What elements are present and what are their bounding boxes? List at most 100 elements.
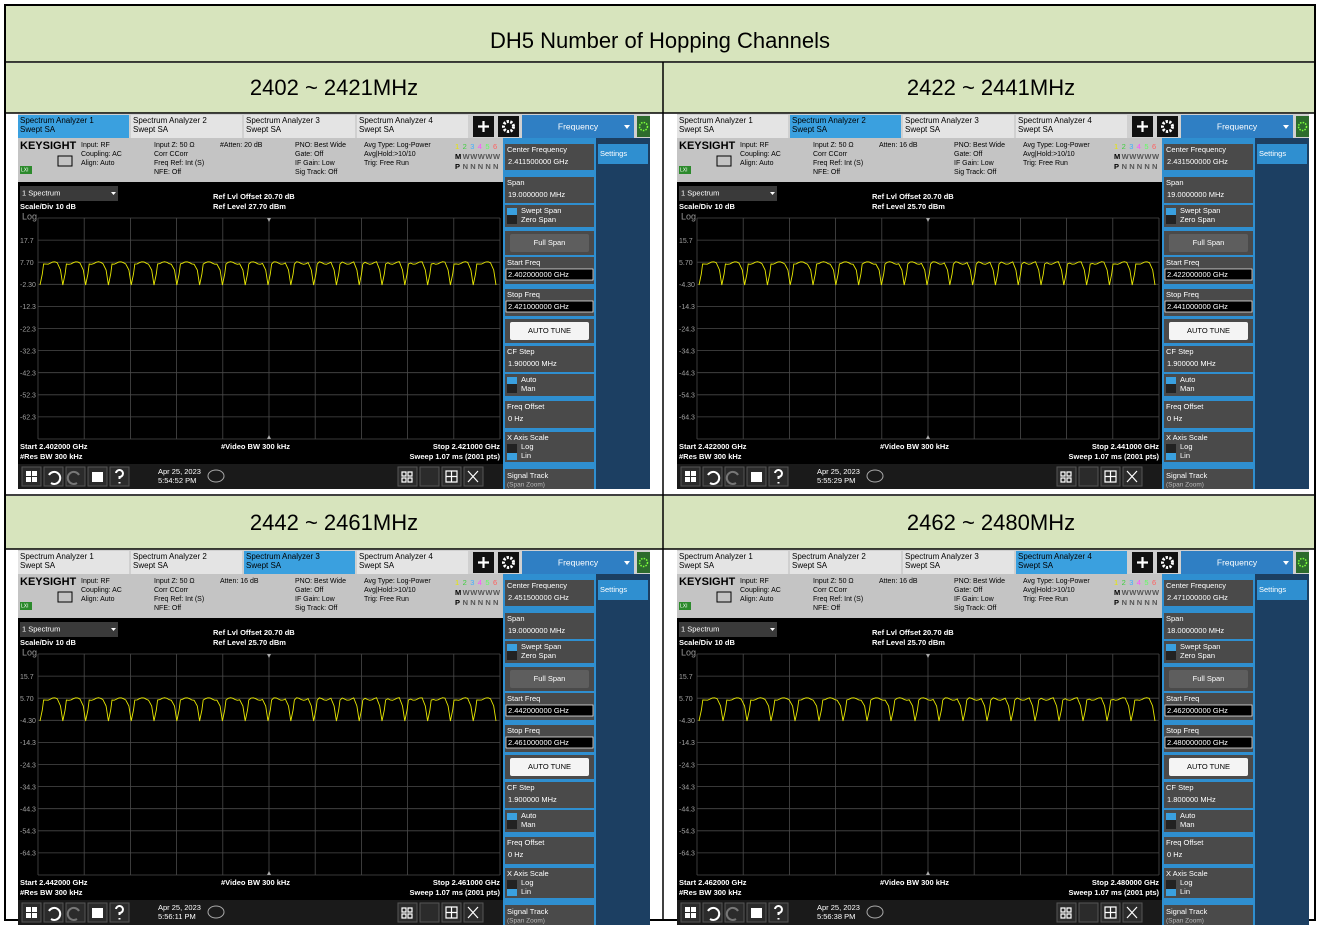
settings-column: [596, 138, 650, 489]
y-axis-label: -64.3: [20, 851, 36, 858]
time: 5:56:11 PM: [158, 912, 196, 921]
trace-indicator: M: [455, 588, 461, 597]
ref-level: Ref Level 25.70 dBm: [872, 638, 945, 647]
instrument-setting: Corr CCorr: [813, 587, 848, 594]
y-axis-label: -12.3: [20, 304, 36, 311]
settings-label: Settings: [600, 585, 627, 594]
instrument-setting: Input Z: 50 Ω: [154, 142, 195, 149]
analyzer-screen: Spectrum Analyzer 1Swept SASpectrum Anal…: [677, 550, 1309, 925]
tab-label: Swept SA: [20, 561, 56, 570]
brand: KEYSIGHT: [679, 140, 736, 152]
date: Apr 25, 2023: [158, 903, 201, 912]
brand: KEYSIGHT: [679, 576, 736, 588]
button-label: Full Span: [1193, 674, 1225, 683]
tab-label: Swept SA: [1018, 561, 1054, 570]
trace-indicator: W: [1152, 588, 1160, 597]
graph-area: [677, 182, 1162, 464]
y-axis-label: 5.70: [679, 260, 693, 267]
start-frequency: Start 2.462000 GHz: [679, 878, 747, 887]
settings-label: Settings: [600, 149, 627, 158]
spectrum-select-label: 1 Spectrum: [22, 188, 60, 197]
toggle-option: Log: [521, 442, 534, 451]
trace-indicator: 2: [1122, 578, 1126, 587]
instrument-setting: Sig Track: Off: [295, 605, 337, 612]
tab-label: Swept SA: [359, 561, 395, 570]
header-row: [6, 63, 1314, 113]
tab-label: Swept SA: [905, 561, 941, 570]
trace-indicator: 1: [455, 578, 459, 587]
y-axis-label: -64.3: [679, 415, 695, 422]
menu-item-label: Span: [507, 614, 525, 623]
scale-label: Scale/Div 10 dB: [679, 202, 735, 211]
brand: KEYSIGHT: [20, 140, 77, 152]
tab-label: Spectrum Analyzer 4: [359, 116, 433, 125]
settings-button: [498, 552, 519, 573]
y-axis-label: -34.3: [679, 784, 695, 791]
scale-label: Scale/Div 10 dB: [20, 202, 76, 211]
menu-item-label: Freq Offset: [1166, 838, 1204, 847]
tab-label: Spectrum Analyzer 3: [905, 552, 979, 561]
lxi-label: LXI: [21, 167, 29, 173]
menu-item-value: 1.800000 MHz: [1167, 795, 1216, 804]
taskbar-button: [22, 467, 41, 486]
toggle-option: Log: [1180, 878, 1193, 887]
ref-level: Ref Level 27.70 dBm: [213, 202, 286, 211]
cell-header: 2402 ~ 2421MHz: [250, 75, 418, 100]
toggle-thumb: [507, 453, 517, 460]
ref-offset: Ref Lvl Offset 20.70 dB: [872, 628, 954, 637]
instrument-setting: IF Gain: Low: [295, 160, 336, 167]
y-axis-label: -4.30: [20, 718, 36, 725]
tab-label: Swept SA: [1018, 125, 1054, 134]
trace-indicator: 2: [463, 142, 467, 151]
menu-item-value: 1.900000 MHz: [508, 795, 557, 804]
instrument-setting: Trig: Free Run: [1023, 160, 1068, 167]
trace-indicator: P: [455, 162, 460, 171]
trace-indicator: P: [1114, 598, 1119, 607]
instrument-setting: Input: RF: [81, 578, 110, 585]
button-label: AUTO TUNE: [1187, 762, 1230, 771]
y-axis-label: -24.3: [679, 326, 695, 333]
menu-item-label: CF Step: [507, 783, 535, 792]
log-label: Log: [681, 647, 696, 657]
instrument-setting: Avg|Hold:>10/10: [364, 587, 416, 594]
button-label: AUTO TUNE: [528, 326, 571, 335]
y-axis-label: -44.3: [679, 807, 695, 814]
tab-label: Spectrum Analyzer 2: [792, 116, 866, 125]
instrument-setting: IF Gain: Low: [954, 160, 995, 167]
date: Apr 25, 2023: [817, 903, 860, 912]
y-axis-label: -64.3: [679, 851, 695, 858]
trace-indicator: 6: [1152, 142, 1156, 151]
cell-header: 2422 ~ 2441MHz: [907, 75, 1075, 100]
instrument-setting: Input Z: 50 Ω: [813, 142, 854, 149]
menu-item-value: 0 Hz: [1167, 414, 1183, 423]
instrument-setting: IF Gain: Low: [954, 596, 995, 603]
menu-item-value: 0 Hz: [508, 414, 524, 423]
trace-indicator: N: [485, 598, 490, 607]
trace-indicator: N: [1129, 162, 1134, 171]
button-label: Full Span: [534, 674, 566, 683]
tab-label: Spectrum Analyzer 1: [679, 552, 753, 561]
instrument-setting: Coupling: AC: [81, 151, 122, 158]
y-axis-label: 15.7: [679, 238, 693, 245]
menu-item-value: 2.442000000 GHz: [508, 706, 569, 715]
brand: KEYSIGHT: [20, 576, 77, 588]
header-row: [6, 496, 1314, 549]
instrument-setting: Freq Ref: Int (S): [813, 160, 863, 167]
toggle-thumb: [1166, 377, 1176, 384]
instrument-setting: PNO: Best Wide: [954, 142, 1005, 149]
sweep-time: Sweep 1.07 ms (2001 pts): [1069, 888, 1160, 897]
time: 5:55:29 PM: [817, 476, 855, 485]
taskbar-button: [420, 903, 439, 922]
y-axis-label: -32.3: [20, 348, 36, 355]
menu-item-label: Freq Offset: [507, 838, 545, 847]
trace-indicator: 4: [1137, 142, 1141, 151]
menu-item-label: Center Frequency: [507, 581, 567, 590]
menu-item-value: 2.421000000 GHz: [508, 302, 569, 311]
y-axis-label: 17.7: [20, 238, 34, 245]
instrument-setting: Align: Auto: [740, 596, 774, 603]
instrument-setting: Corr CCorr: [813, 151, 848, 158]
menu-item: [505, 810, 594, 832]
sweep-time: Sweep 1.07 ms (2001 pts): [1069, 452, 1160, 461]
menu-item-value: 18.0000000 MHz: [1167, 626, 1224, 635]
trace-indicator: 1: [1114, 142, 1118, 151]
